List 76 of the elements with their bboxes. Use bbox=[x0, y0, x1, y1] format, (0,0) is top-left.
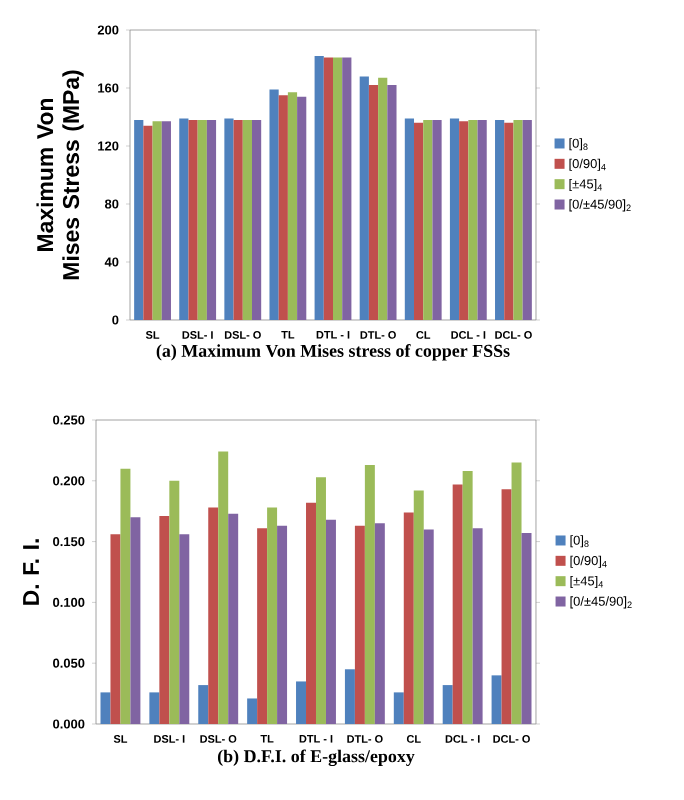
bar bbox=[403, 512, 414, 724]
bar bbox=[228, 513, 239, 724]
bar bbox=[459, 121, 469, 320]
bar bbox=[513, 119, 523, 320]
bar bbox=[206, 119, 217, 320]
bar bbox=[323, 57, 333, 320]
y-axis-title: Maximum Von Mises Stress (MPa) bbox=[36, 70, 84, 280]
bar bbox=[354, 525, 365, 724]
bar bbox=[179, 118, 189, 320]
bar bbox=[297, 96, 307, 320]
bar bbox=[359, 76, 369, 320]
bar bbox=[169, 480, 180, 724]
bar bbox=[161, 121, 171, 320]
bar bbox=[387, 85, 397, 320]
bar bbox=[501, 489, 512, 724]
bar bbox=[208, 507, 219, 724]
bar bbox=[143, 125, 153, 320]
bar bbox=[152, 121, 162, 320]
bar bbox=[432, 119, 442, 320]
bar bbox=[306, 502, 316, 724]
text: (b) D.F.I. of E-glass/epoxy bbox=[217, 749, 415, 767]
bar bbox=[472, 528, 483, 724]
bar bbox=[110, 534, 121, 724]
bar bbox=[233, 119, 243, 320]
bar bbox=[242, 119, 252, 320]
bar bbox=[278, 95, 288, 320]
bar bbox=[374, 523, 385, 724]
bar bbox=[314, 56, 324, 320]
bar bbox=[149, 692, 160, 724]
bar bbox=[344, 669, 355, 724]
bar bbox=[251, 119, 262, 320]
bar bbox=[198, 685, 209, 724]
bar bbox=[179, 534, 190, 724]
bar bbox=[404, 118, 415, 320]
bar bbox=[491, 675, 502, 724]
bar bbox=[188, 119, 198, 320]
bar bbox=[159, 516, 170, 724]
bar bbox=[342, 57, 352, 320]
bar bbox=[449, 118, 460, 320]
bar bbox=[333, 57, 343, 320]
bar bbox=[423, 529, 434, 724]
bar bbox=[364, 464, 375, 724]
bar bbox=[495, 119, 505, 320]
bar bbox=[134, 119, 144, 320]
bar bbox=[277, 525, 288, 724]
bar bbox=[197, 119, 207, 320]
bar bbox=[247, 698, 258, 724]
bar bbox=[414, 122, 424, 320]
bar bbox=[224, 118, 234, 320]
bar bbox=[218, 451, 229, 724]
bar bbox=[452, 484, 463, 724]
bar bbox=[522, 119, 532, 320]
text: (a) Maximum Von Mises stress of copper FSSs bbox=[156, 344, 510, 361]
bar bbox=[325, 519, 336, 724]
bar bbox=[287, 92, 298, 320]
bar bbox=[504, 122, 514, 320]
bar bbox=[468, 119, 478, 320]
bar bbox=[130, 517, 141, 724]
bar bbox=[296, 681, 307, 724]
bar bbox=[378, 77, 388, 320]
bar bbox=[511, 462, 522, 724]
bar bbox=[267, 507, 278, 724]
bar bbox=[462, 471, 473, 724]
bar bbox=[100, 692, 111, 724]
bar bbox=[477, 119, 487, 320]
bar bbox=[521, 533, 532, 724]
y-axis-title: D. F. I. bbox=[23, 539, 39, 605]
bar bbox=[368, 85, 379, 320]
bar bbox=[315, 477, 326, 724]
bar bbox=[257, 528, 268, 724]
bar bbox=[413, 490, 424, 724]
bar bbox=[442, 685, 453, 724]
bar bbox=[269, 89, 279, 320]
bar bbox=[120, 468, 131, 724]
bar bbox=[423, 119, 433, 320]
bar bbox=[393, 692, 404, 724]
